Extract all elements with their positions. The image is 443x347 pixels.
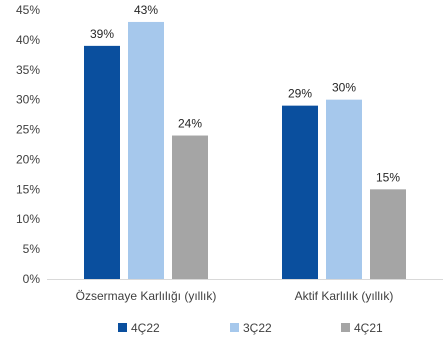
y-tick-label: 15% bbox=[16, 182, 40, 196]
y-tick-label: 5% bbox=[23, 242, 41, 256]
bar-3Ç22-1 bbox=[128, 21, 164, 279]
y-tick-label: 10% bbox=[16, 212, 40, 226]
data-label: 43% bbox=[134, 3, 158, 17]
legend-swatch bbox=[341, 323, 350, 332]
bar-4Ç22-2 bbox=[282, 105, 318, 280]
data-label: 39% bbox=[90, 27, 114, 41]
bar-3Ç22-2 bbox=[326, 99, 362, 280]
data-label: 29% bbox=[288, 87, 312, 101]
legend-item: 3Ç22 bbox=[230, 321, 272, 335]
y-tick-label: 0% bbox=[23, 272, 41, 286]
y-tick-label: 20% bbox=[16, 152, 40, 166]
y-tick-label: 35% bbox=[16, 63, 40, 77]
y-tick-label: 30% bbox=[16, 93, 40, 107]
data-label: 24% bbox=[178, 117, 202, 131]
y-tick-label: 40% bbox=[16, 33, 40, 47]
y-tick-label: 45% bbox=[16, 3, 40, 17]
legend-label: 4Ç22 bbox=[131, 321, 160, 335]
data-label: 15% bbox=[376, 170, 400, 184]
y-axis: 0% 5% 10% 15% 20% 25% 30% 35% 40% 45% bbox=[16, 3, 40, 286]
y-tick-label: 25% bbox=[16, 123, 40, 137]
category-label: Özsermaye Karlılığı (yıllık) bbox=[76, 289, 217, 303]
legend-swatch bbox=[118, 323, 127, 332]
bar-4Ç21-1 bbox=[172, 135, 208, 279]
plot-area: 39% 43% 24% 29% 30% 15% bbox=[84, 3, 406, 280]
bar-4Ç22-1 bbox=[84, 45, 120, 279]
legend-item: 4Ç21 bbox=[341, 321, 383, 335]
legend-label: 4Ç21 bbox=[354, 321, 383, 335]
data-label: 30% bbox=[332, 81, 356, 95]
x-axis: Özsermaye Karlılığı (yıllık) Aktif Karlıl… bbox=[47, 279, 443, 303]
legend: 4Ç22 3Ç22 4Ç21 bbox=[118, 321, 383, 335]
bar-4Ç21-2 bbox=[370, 189, 406, 279]
legend-item: 4Ç22 bbox=[118, 321, 160, 335]
legend-swatch bbox=[230, 323, 239, 332]
legend-label: 3Ç22 bbox=[243, 321, 272, 335]
category-label: Aktif Karlılık (yıllık) bbox=[295, 289, 394, 303]
